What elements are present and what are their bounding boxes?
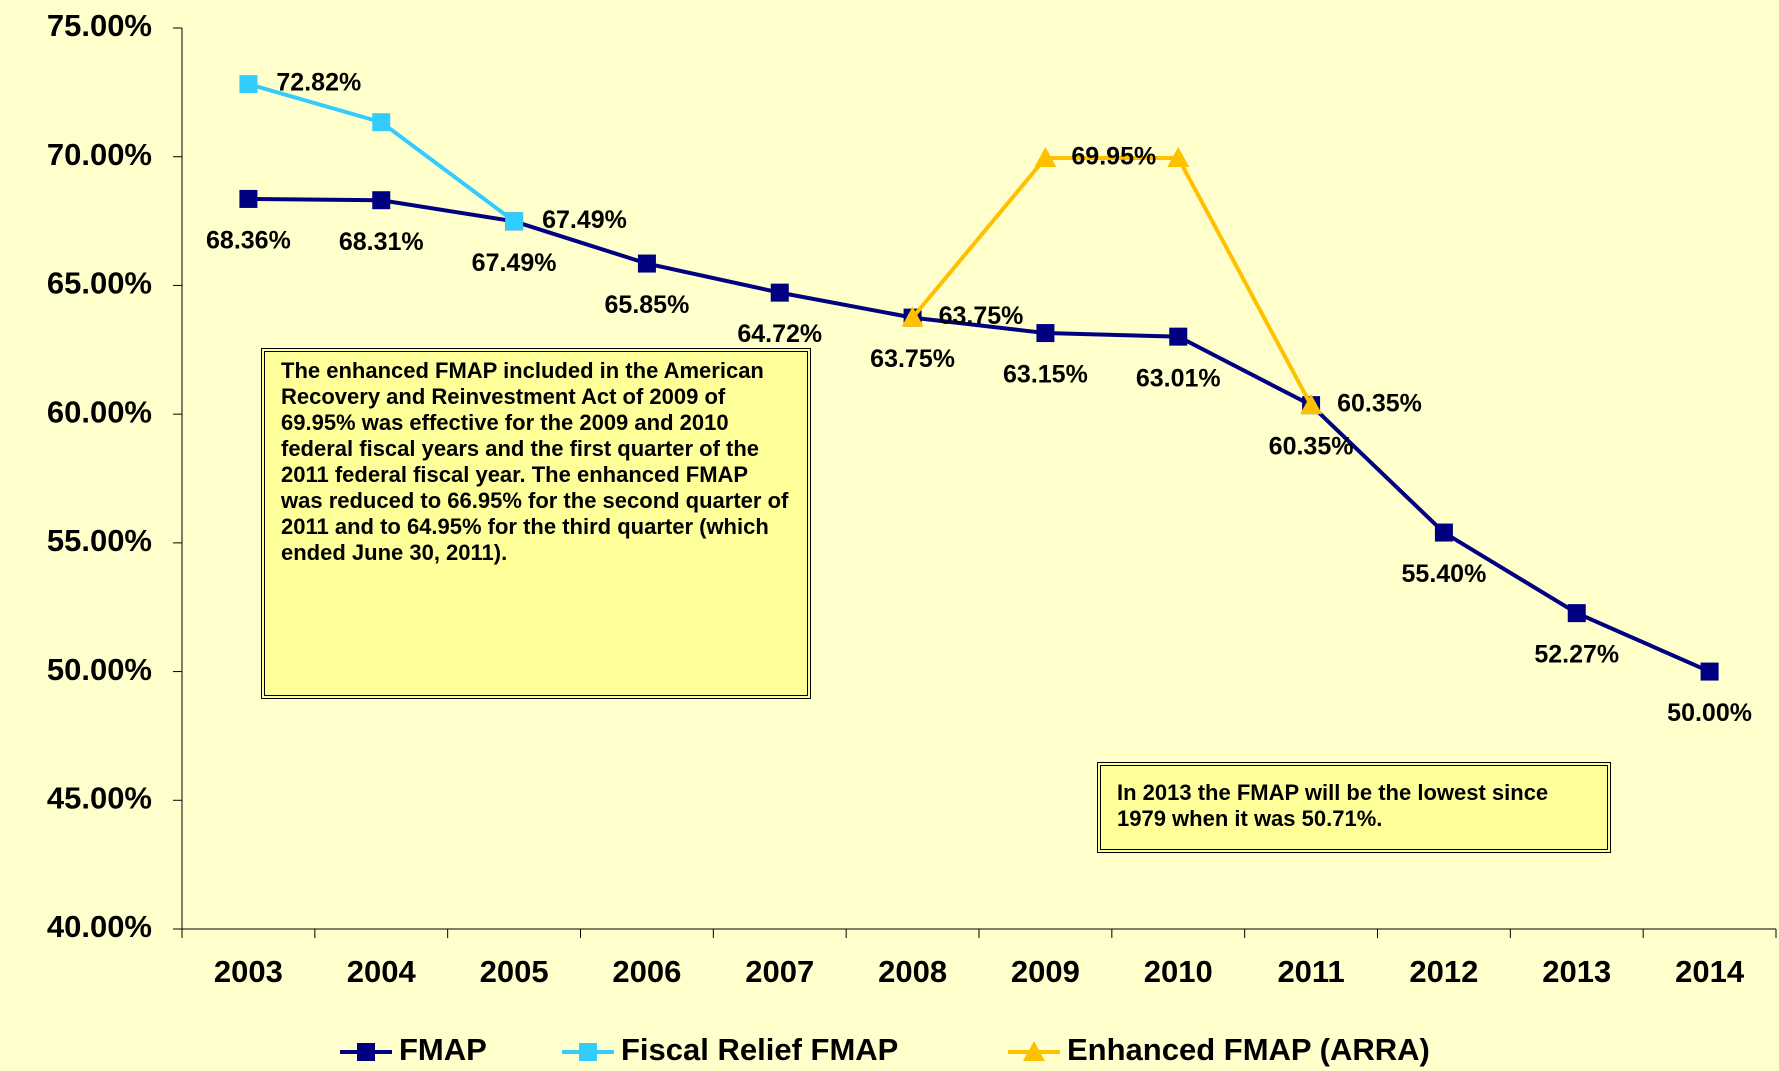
series-line [911,156,1313,407]
value-label: 60.35% [1337,390,1422,418]
data-point [239,189,258,208]
legend-marker [357,1043,375,1061]
data-point [1567,604,1586,623]
value-label: 52.27% [1534,641,1619,669]
value-label: 60.35% [1269,433,1354,461]
value-label: 68.31% [339,228,424,256]
data-point [505,212,524,231]
annotation: The enhanced FMAP included in the Americ… [261,348,811,699]
y-tick-label: 60.00% [47,394,152,429]
data-point [1169,327,1188,346]
data-point [1036,324,1055,343]
data-point [901,306,924,327]
value-label: 68.36% [206,227,291,255]
value-label: 67.49% [542,206,627,234]
x-tick-label: 2008 [878,954,947,989]
value-label: 63.75% [870,345,955,373]
legend-label: Fiscal Relief FMAP [621,1032,898,1067]
y-tick-label: 70.00% [47,137,152,172]
value-label: 63.01% [1136,364,1221,392]
value-label: 64.72% [737,320,822,348]
data-point [1300,394,1323,415]
value-label: 69.95% [1071,143,1156,171]
y-tick-label: 55.00% [47,523,152,558]
value-label: 63.15% [1003,361,1088,389]
data-point [770,283,789,302]
data-point [1167,147,1190,168]
x-tick-label: 2014 [1675,954,1745,989]
x-tick-label: 2010 [1144,954,1213,989]
value-label: 55.40% [1402,560,1487,588]
data-point [372,113,391,132]
x-tick-label: 2013 [1542,954,1611,989]
legend-marker [579,1043,597,1061]
value-label: 67.49% [472,249,557,277]
y-tick-label: 65.00% [47,266,152,301]
legend-label: Enhanced FMAP (ARRA) [1067,1032,1430,1067]
value-label: 63.75% [939,302,1024,330]
series-line [248,196,1711,674]
x-tick-label: 2003 [214,954,283,989]
x-tick-label: 2007 [745,954,814,989]
legend-label: FMAP [399,1032,487,1067]
annotation: In 2013 the FMAP will be the lowest sinc… [1097,762,1611,853]
y-tick-label: 75.00% [47,8,152,43]
x-tick-label: 2012 [1409,954,1478,989]
x-tick-label: 2009 [1011,954,1080,989]
x-tick-label: 2011 [1277,954,1344,989]
value-label: 72.82% [276,69,361,97]
data-point [1434,523,1453,542]
data-point [1034,147,1057,168]
value-label: 65.85% [605,291,690,319]
data-point [239,75,258,94]
value-label: 50.00% [1667,699,1752,727]
legend-marker [1023,1041,1045,1061]
x-tick-label: 2006 [612,954,681,989]
y-tick-label: 50.00% [47,652,152,687]
x-tick-label: 2005 [480,954,549,989]
y-tick-label: 45.00% [47,780,152,815]
y-tick-label: 40.00% [47,909,152,944]
data-point [372,191,391,210]
x-tick-label: 2004 [347,954,417,989]
data-point [637,254,656,273]
data-point [1700,662,1719,681]
